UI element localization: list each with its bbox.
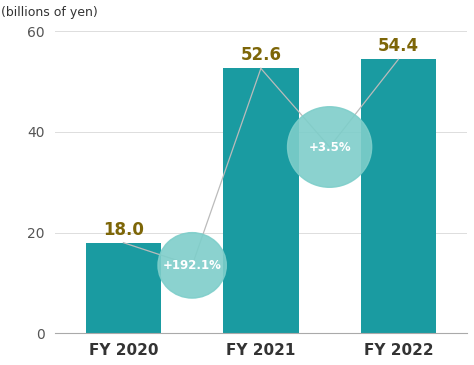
Text: 54.4: 54.4 (378, 37, 419, 55)
Text: 18.0: 18.0 (103, 221, 144, 239)
Text: (billions of yen): (billions of yen) (1, 6, 98, 19)
Text: 52.6: 52.6 (240, 46, 282, 65)
Bar (361, 59, 436, 333)
Ellipse shape (288, 107, 372, 187)
Ellipse shape (158, 233, 226, 298)
Text: +192.1%: +192.1% (163, 259, 221, 272)
Bar (86, 243, 161, 333)
Text: +3.5%: +3.5% (308, 141, 351, 154)
Bar (223, 69, 299, 333)
